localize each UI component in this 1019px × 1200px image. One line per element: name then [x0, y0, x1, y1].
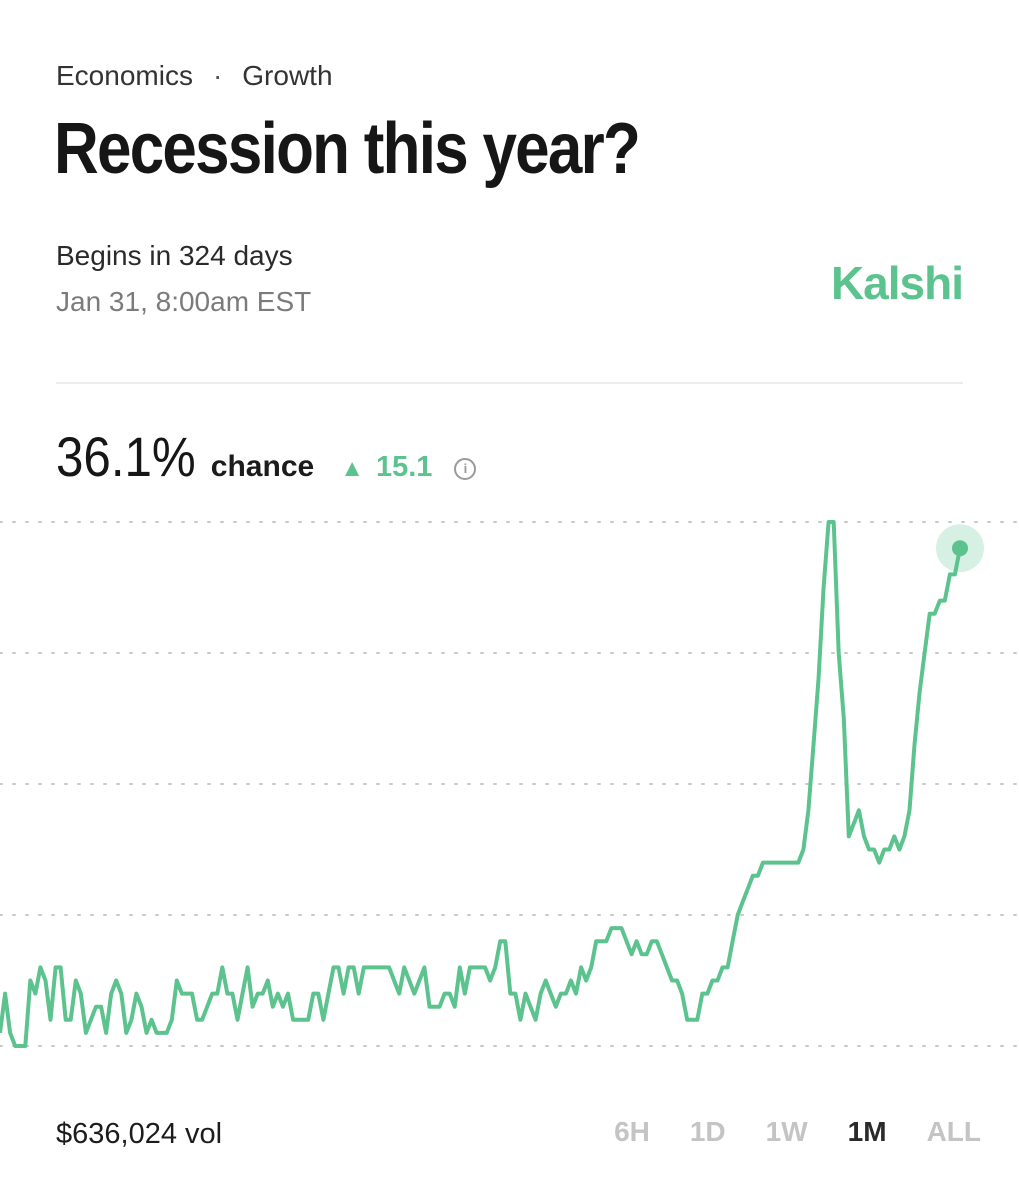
info-icon[interactable]: i [454, 457, 477, 480]
chart-gridlines [0, 521, 1019, 1047]
chart-series [0, 520, 984, 1048]
event-date: Jan 31, 8:00am EST [56, 286, 312, 317]
chance-percent: 36.1% [56, 425, 196, 488]
page-title: Recession this year? [54, 109, 641, 189]
up-arrow-icon: ▲ [340, 455, 364, 482]
divider [56, 382, 963, 384]
begins-countdown: Begins in 324 days [56, 240, 293, 271]
range-1w-button[interactable]: 1W [765, 1116, 808, 1147]
time-range-selector: 6H 1D 1W 1M ALL [574, 1116, 981, 1148]
current-point [952, 540, 968, 557]
probability-stat: 36.1% chance ▲ 15.1 i [56, 424, 477, 489]
kalshi-logo[interactable]: Kalshi [830, 257, 964, 309]
range-1m-button[interactable]: 1M [847, 1116, 887, 1147]
change-value: 15.1 [375, 451, 433, 483]
range-1d-button[interactable]: 1D [689, 1116, 726, 1147]
volume-label: $636,024 vol [56, 1118, 223, 1150]
breadcrumb-subcategory[interactable]: Growth [242, 60, 333, 91]
range-all-button[interactable]: ALL [926, 1116, 981, 1147]
chance-label: chance [210, 450, 315, 483]
breadcrumb-separator: · [212, 60, 223, 91]
range-6h-button[interactable]: 6H [614, 1116, 650, 1147]
series-line [0, 520, 962, 1048]
change-indicator: ▲ 15.1 [340, 451, 432, 484]
price-chart[interactable] [0, 500, 1019, 1060]
breadcrumb-category[interactable]: Economics [56, 60, 193, 91]
breadcrumb: Economics · Growth [56, 60, 333, 92]
